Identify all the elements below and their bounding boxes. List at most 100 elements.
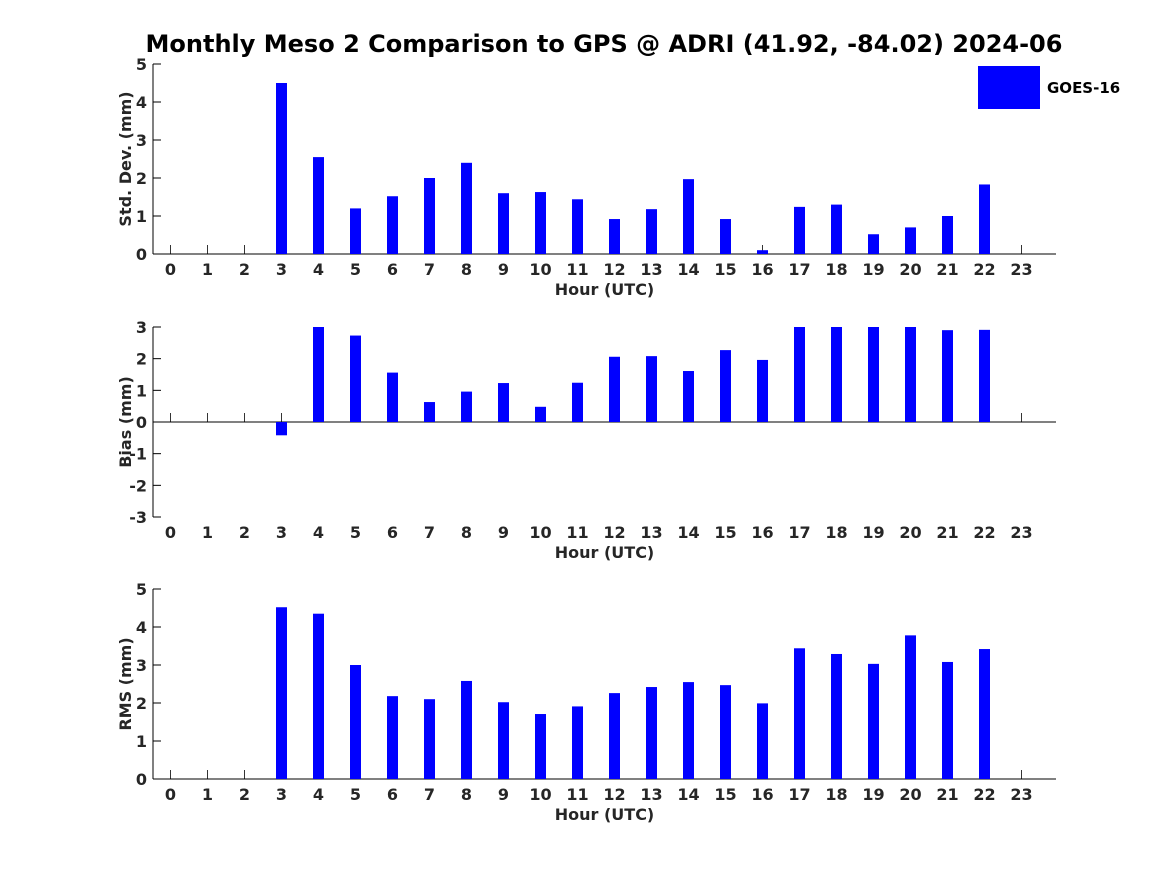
bar-hour-14 — [683, 179, 694, 254]
bar-hour-10 — [535, 714, 546, 779]
bar-hour-22 — [979, 649, 990, 779]
x-tick-label: 4 — [313, 260, 324, 279]
x-tick-label: 5 — [350, 260, 361, 279]
y-tick-label: 0 — [136, 413, 147, 432]
x-tick-label: 23 — [1010, 260, 1032, 279]
bar-hour-7 — [424, 699, 435, 779]
bar-hour-22 — [979, 329, 990, 422]
bar-hour-17 — [794, 327, 805, 422]
x-tick-label: 19 — [862, 523, 884, 542]
bar-hour-9 — [498, 383, 509, 422]
y-tick-label: -2 — [129, 476, 147, 495]
x-tick-label: 2 — [239, 785, 250, 804]
x-tick-label: 22 — [973, 523, 995, 542]
bar-hour-3 — [276, 83, 287, 254]
bar-hour-15 — [720, 685, 731, 779]
x-tick-label: 12 — [603, 785, 625, 804]
x-tick-label: 9 — [498, 260, 509, 279]
bar-hour-7 — [424, 402, 435, 422]
bar-hour-14 — [683, 371, 694, 422]
x-axis-label: Hour (UTC) — [555, 805, 655, 824]
x-tick-label: 12 — [603, 260, 625, 279]
bar-hour-18 — [831, 653, 842, 779]
y-tick-label: 0 — [136, 245, 147, 264]
x-tick-label: 3 — [276, 523, 287, 542]
bar-hour-11 — [572, 382, 583, 422]
bar-hour-7 — [424, 178, 435, 254]
y-tick-label: 0 — [136, 770, 147, 789]
bar-hour-12 — [609, 356, 620, 422]
x-tick-label: 14 — [677, 785, 699, 804]
x-tick-label: 21 — [936, 523, 958, 542]
bar-hour-8 — [461, 680, 472, 779]
bar-hour-8 — [461, 391, 472, 422]
x-tick-label: 15 — [714, 785, 736, 804]
x-tick-label: 10 — [529, 523, 551, 542]
x-tick-label: 0 — [165, 260, 176, 279]
x-tick-label: 16 — [751, 260, 773, 279]
x-tick-label: 9 — [498, 785, 509, 804]
bar-hour-18 — [831, 327, 842, 422]
y-tick-label: -3 — [129, 508, 147, 527]
x-tick-label: 18 — [825, 260, 847, 279]
bar-hour-15 — [720, 219, 731, 254]
x-tick-label: 5 — [350, 785, 361, 804]
y-tick-label: 3 — [136, 318, 147, 337]
x-tick-label: 17 — [788, 523, 810, 542]
x-tick-label: 10 — [529, 785, 551, 804]
y-tick-label: 2 — [136, 694, 147, 713]
legend: GOES-16 — [978, 66, 1120, 109]
x-tick-label: 17 — [788, 785, 810, 804]
x-tick-label: 13 — [640, 523, 662, 542]
x-tick-label: 21 — [936, 785, 958, 804]
x-tick-label: 19 — [862, 785, 884, 804]
bar-hour-16 — [757, 250, 768, 254]
x-tick-label: 19 — [862, 260, 884, 279]
bar-hour-8 — [461, 162, 472, 254]
x-tick-label: 1 — [202, 785, 213, 804]
y-axis-label: RMS (mm) — [116, 637, 135, 730]
x-tick-label: 4 — [313, 785, 324, 804]
x-tick-label: 16 — [751, 785, 773, 804]
x-tick-label: 18 — [825, 785, 847, 804]
bar-hour-20 — [905, 327, 916, 422]
bar-hour-14 — [683, 682, 694, 779]
bar-hour-18 — [831, 204, 842, 254]
x-tick-label: 5 — [350, 523, 361, 542]
x-tick-label: 1 — [202, 523, 213, 542]
x-tick-label: 6 — [387, 260, 398, 279]
x-tick-label: 20 — [899, 260, 921, 279]
x-tick-label: 11 — [566, 785, 588, 804]
bar-hour-21 — [942, 661, 953, 779]
x-tick-label: 6 — [387, 785, 398, 804]
bar-hour-3 — [276, 422, 287, 436]
bar-hour-22 — [979, 184, 990, 254]
bar-hour-5 — [350, 665, 361, 779]
y-tick-label: 2 — [136, 350, 147, 369]
y-tick-label: 5 — [136, 580, 147, 599]
bar-hour-11 — [572, 199, 583, 254]
bar-hour-4 — [313, 157, 324, 254]
x-tick-label: 23 — [1010, 785, 1032, 804]
bar-hour-9 — [498, 193, 509, 254]
bar-hour-19 — [868, 234, 879, 254]
x-tick-label: 2 — [239, 260, 250, 279]
x-tick-label: 3 — [276, 785, 287, 804]
x-tick-label: 11 — [566, 260, 588, 279]
x-tick-label: 9 — [498, 523, 509, 542]
x-axis-label: Hour (UTC) — [555, 543, 655, 562]
y-tick-label: 2 — [136, 169, 147, 188]
bar-hour-12 — [609, 219, 620, 254]
x-tick-label: 2 — [239, 523, 250, 542]
x-tick-label: 7 — [424, 260, 435, 279]
x-tick-label: 20 — [899, 785, 921, 804]
x-tick-label: 17 — [788, 260, 810, 279]
legend-label-goes-16: GOES-16 — [1047, 79, 1120, 97]
x-tick-label: 18 — [825, 523, 847, 542]
y-tick-label: 3 — [136, 656, 147, 675]
bar-hour-15 — [720, 350, 731, 422]
bar-hour-3 — [276, 607, 287, 779]
bar-hour-10 — [535, 406, 546, 422]
